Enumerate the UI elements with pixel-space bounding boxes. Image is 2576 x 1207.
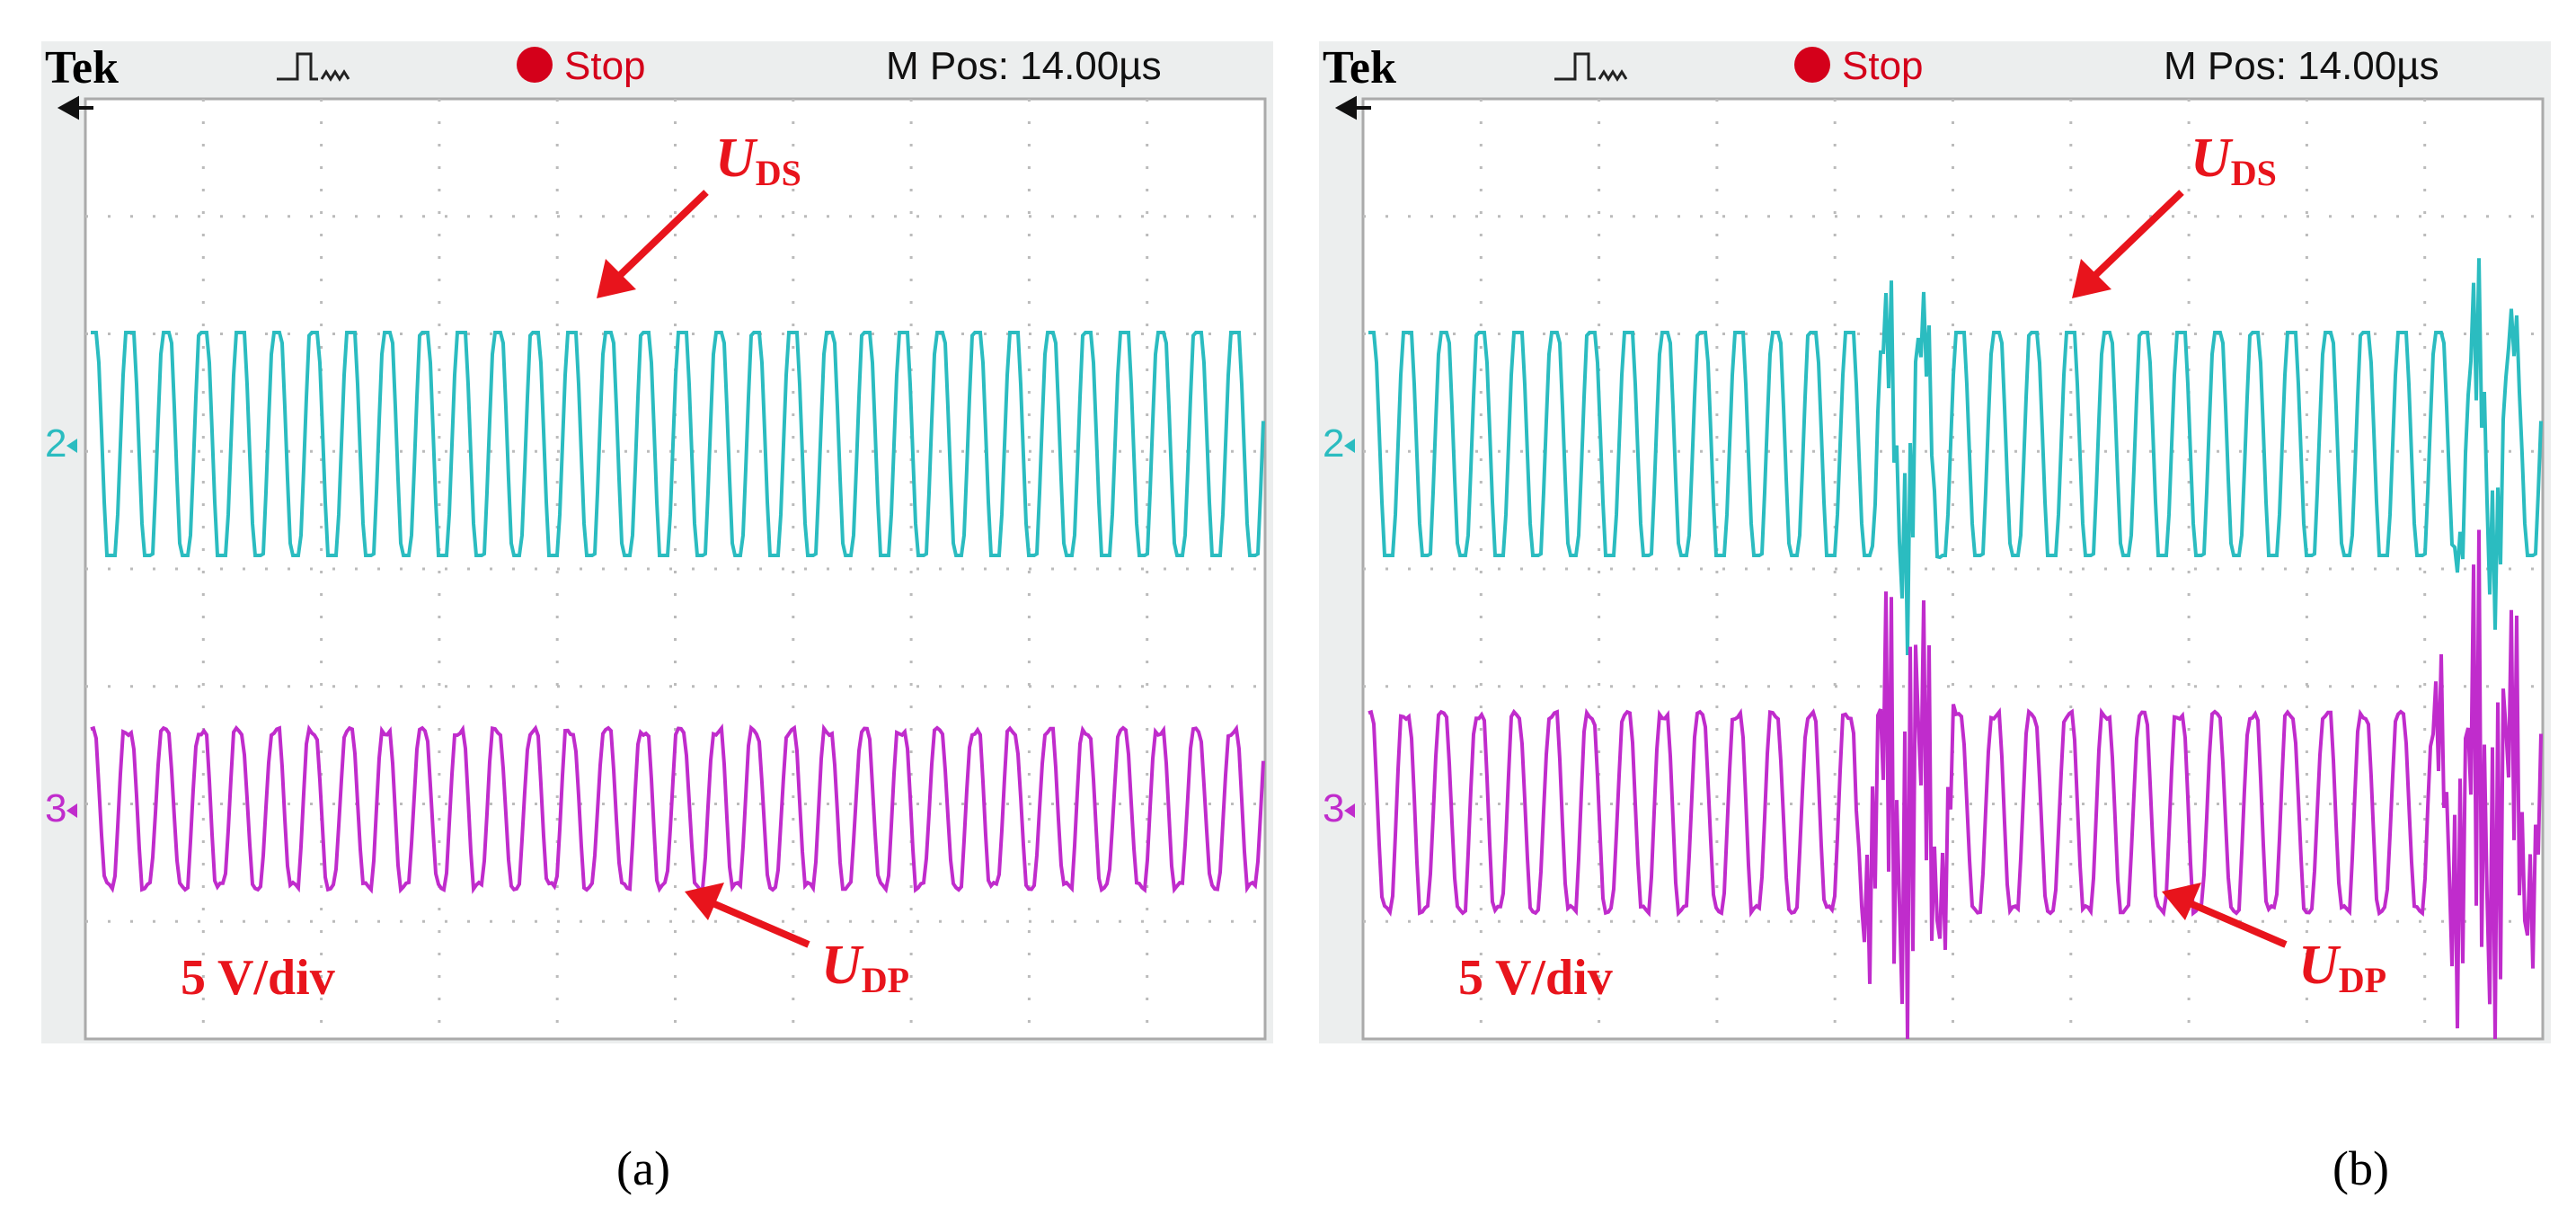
arrowhead [2162,883,2201,920]
udp-sub: DP [862,960,909,1000]
brand: Tek [1323,42,1396,93]
screen [1361,97,2545,1041]
channel-3: 3 [45,786,66,830]
uds-trace [1368,258,2543,656]
trigger-icon [277,52,350,82]
caption: (a) [616,1141,670,1195]
udp-u: U [821,935,864,996]
udp-trace [1368,529,2543,1040]
trigger-arrow [1334,95,1371,120]
stop-dot [517,47,553,83]
arrow [2087,190,2184,283]
udp-label: UDP [821,935,909,1000]
arrowhead [685,883,724,920]
caption: (b) [2333,1141,2389,1195]
uds-u: U [2191,128,2234,189]
scale-label: 5 V/div [181,950,335,1006]
udp-label: UDP [2298,935,2386,1000]
arrowhead [597,259,636,298]
channel-3: 3 [1323,786,1344,830]
channel-2: 2 [1323,422,1344,466]
udp-u: U [2298,935,2341,996]
udp-sub: DP [2339,960,2386,1000]
position: M Pos: 14.00µs [2164,44,2439,88]
scale-label: 5 V/div [1458,950,1613,1006]
uds-u: U [715,128,758,189]
marker [1344,439,1355,453]
status: Stop [564,44,646,88]
uds-label: UDS [2191,128,2277,193]
uds-sub: DS [756,153,801,193]
arrow [2180,896,2288,948]
marker [1344,803,1355,818]
trigger-arrow [57,95,93,120]
marker [66,439,77,453]
screen [84,97,1267,1041]
stop-dot [1794,47,1830,83]
channel-2: 2 [45,422,66,466]
uds-sub: DS [2231,153,2277,193]
brand: Tek [45,42,119,93]
marker [66,803,77,818]
trigger-icon [1554,52,1628,82]
arrowhead [2072,259,2111,298]
position: M Pos: 14.00µs [886,44,1162,88]
uds-trace [91,331,1265,557]
status: Stop [1842,44,1924,88]
uds-label: UDS [715,128,801,193]
udp-trace [90,723,1265,894]
arrow [703,896,810,948]
arrow [612,190,709,283]
